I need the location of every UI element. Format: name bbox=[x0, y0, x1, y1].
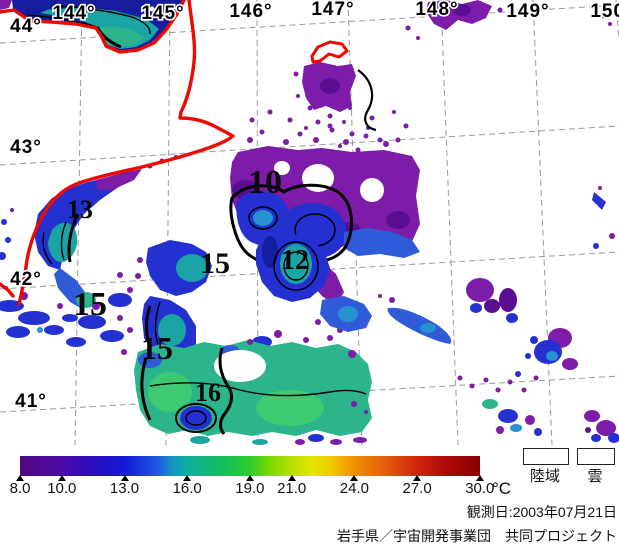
colorbar-tick-8: 8.0 bbox=[9, 480, 31, 497]
legend-land-swatch bbox=[523, 448, 569, 465]
contour-label-15b: 15 bbox=[73, 286, 107, 323]
colorbar-tick-marker bbox=[120, 475, 129, 481]
colorbar-unit: °C bbox=[492, 479, 512, 498]
contour-label-10: 10 bbox=[248, 164, 282, 201]
sst-patch-purple-mid bbox=[293, 62, 383, 153]
lon-label-149: 149° bbox=[506, 1, 549, 22]
colorbar-tick-marker bbox=[245, 475, 254, 481]
lat-label-41: 41° bbox=[15, 391, 47, 412]
colorbar-tick-13: 13.0 bbox=[109, 480, 140, 497]
sst-patch-purple-148 bbox=[405, 0, 612, 40]
temperature-colorbar bbox=[20, 456, 480, 476]
sst-patch-green-16 bbox=[134, 335, 498, 445]
colorbar-tick-marker bbox=[16, 475, 24, 481]
colorbar-tick-marker bbox=[57, 475, 66, 481]
colorbar-tick-30: 30.0 bbox=[465, 480, 495, 497]
contour-label-15a: 15 bbox=[200, 247, 230, 280]
colorbar-tick-10: 10.0 bbox=[47, 480, 77, 497]
colorbar-tick-marker bbox=[413, 475, 422, 481]
sst-map-canvas: 144° 145° 146° 147° 148° 149° 150° 44° 4… bbox=[0, 0, 619, 446]
lat-label-43: 43° bbox=[10, 137, 42, 158]
colorbar-tick-marker bbox=[183, 475, 192, 481]
lon-label-144: 144° bbox=[52, 3, 95, 24]
graticule-labels: 144° 145° 146° 147° 148° 149° 150° 44° 4… bbox=[9, 0, 619, 414]
lat-label-42: 42° bbox=[10, 269, 42, 290]
coastline bbox=[0, 0, 349, 306]
colorbar-tick-21: 21.0 bbox=[277, 480, 307, 497]
lon-label-147: 147° bbox=[311, 0, 354, 20]
legend-land-label: 陸域 bbox=[529, 468, 560, 485]
lon-label-145: 145° bbox=[141, 3, 184, 24]
observation-date: 観測日:2003年07月21日 bbox=[466, 504, 617, 520]
lon-label-148: 148° bbox=[415, 0, 458, 20]
colorbar-tick-19: 19.0 bbox=[235, 480, 265, 497]
contour-label-12: 12 bbox=[281, 245, 309, 276]
colorbar-tick-marker bbox=[287, 475, 296, 481]
lon-label-150: 150° bbox=[590, 1, 619, 22]
colorbar-tick-24: 24.0 bbox=[339, 480, 369, 497]
contour-value-labels: 10 13 15 12 15 15 16 bbox=[67, 164, 309, 407]
colorbar-tick-16: 16.0 bbox=[172, 480, 202, 497]
island-outline bbox=[310, 40, 349, 64]
colorbar-tick-marker bbox=[350, 475, 359, 481]
contour-label-13: 13 bbox=[67, 195, 93, 224]
contour-label-15c: 15 bbox=[141, 330, 173, 366]
credit-line: 岩手県／宇宙開発事業団 共同プロジェクト bbox=[337, 528, 617, 544]
colorbar-tick-marker bbox=[475, 475, 484, 481]
legend-cloud-label: 雲 bbox=[587, 468, 603, 485]
colorbar-tick-27: 27.0 bbox=[402, 480, 432, 497]
contour-label-16: 16 bbox=[195, 378, 221, 407]
legend-cloud-swatch bbox=[577, 448, 615, 465]
sst-patch-scatter-se bbox=[295, 186, 619, 445]
lat-label-44: 44° bbox=[10, 16, 42, 37]
lon-label-146: 146° bbox=[229, 1, 272, 22]
